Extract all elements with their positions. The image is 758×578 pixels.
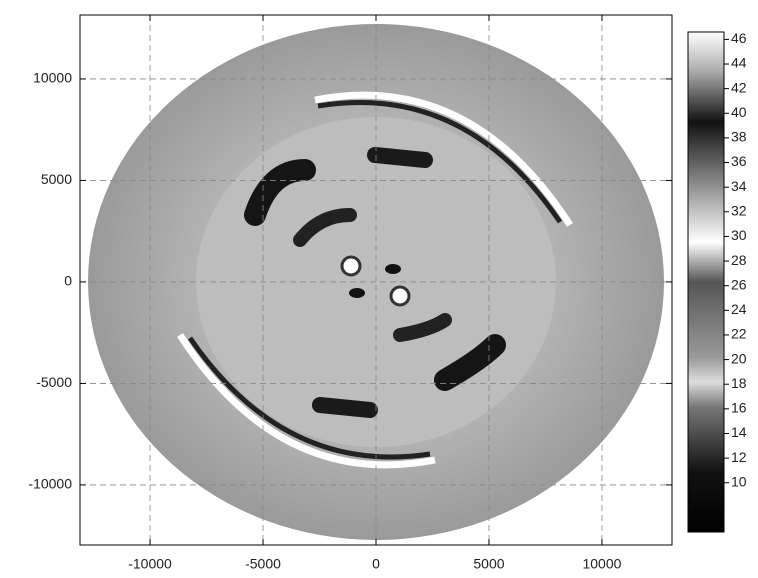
x-tick-label: 5000	[473, 556, 504, 572]
colorbar-tick-label: 22	[731, 326, 747, 342]
y-tick-label: 0	[64, 273, 72, 289]
colorbar-tick-label: 18	[731, 375, 747, 391]
colorbar-tick-label: 36	[731, 153, 747, 169]
x-tick-label: 0	[372, 556, 380, 572]
colorbar-tick-label: 20	[731, 350, 747, 366]
colorbar-tick-label: 24	[731, 301, 747, 317]
colorbar-tick-label: 14	[731, 424, 747, 440]
colorbar-tick-label: 26	[731, 276, 747, 292]
y-tick-label: -5000	[36, 374, 72, 390]
colorbar-tick-label: 46	[731, 30, 747, 46]
y-tick-label: -10000	[28, 476, 72, 492]
colorbar-tick-label: 38	[731, 129, 747, 145]
colorbar	[688, 32, 724, 532]
colorbar-tick-label: 44	[731, 55, 747, 71]
y-tick-label: 10000	[33, 70, 72, 86]
x-tick-label: -5000	[245, 556, 281, 572]
colorbar-tick-label: 28	[731, 252, 747, 268]
colorbar-tick-label: 12	[731, 449, 747, 465]
colorbar-tick-label: 40	[731, 104, 747, 120]
x-tick-label: -10000	[128, 556, 172, 572]
y-tick-label: 5000	[41, 171, 72, 187]
x-tick-label: 10000	[582, 556, 621, 572]
colorbar-tick-label: 16	[731, 400, 747, 416]
chart: -10000 -5000 0 5000 10000 -10000 -5000 0 5000 100…	[0, 0, 758, 578]
colorbar-tick-label: 42	[731, 79, 747, 95]
colorbar-tick-label: 10	[731, 473, 747, 489]
colorbar-tick-label: 34	[731, 178, 747, 194]
colorbar-tick-label: 32	[731, 203, 747, 219]
colorbar-tick-label: 30	[731, 227, 747, 243]
